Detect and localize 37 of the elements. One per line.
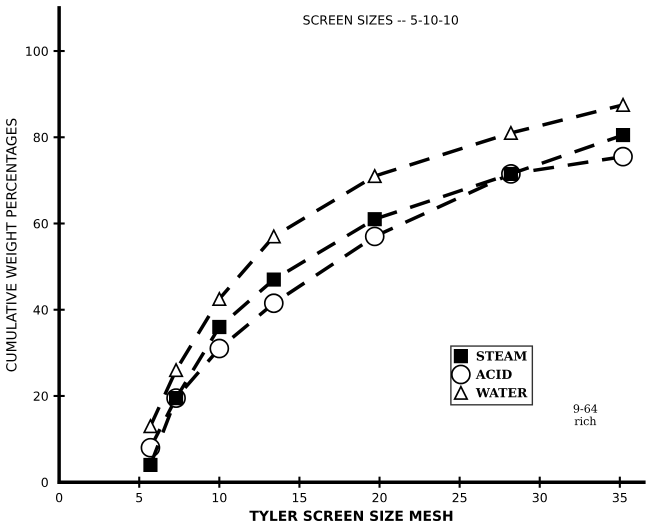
x-tick-label: 5 bbox=[136, 493, 142, 502]
x-tick-label: 15 bbox=[292, 493, 306, 502]
annotation: 9-64 rich bbox=[574, 404, 598, 426]
point bbox=[616, 128, 630, 142]
chart-title: SCREEN SIZES -- 5-10-10 bbox=[303, 15, 458, 25]
y-axis-title: CUMULATIVE WEIGHT PERCENTAGES bbox=[6, 118, 17, 372]
point bbox=[168, 363, 184, 378]
point bbox=[143, 458, 158, 472]
y-tick-label: 80 bbox=[34, 132, 48, 142]
y-tick-label: 0 bbox=[42, 478, 48, 488]
x-tick-label: 20 bbox=[372, 492, 387, 502]
legend-label: ACID bbox=[476, 370, 512, 380]
x-tick-label: 0 bbox=[56, 492, 62, 502]
point bbox=[504, 126, 518, 140]
point bbox=[364, 226, 385, 246]
legend-label: WATER bbox=[476, 388, 528, 398]
point bbox=[212, 320, 226, 334]
point bbox=[368, 212, 382, 226]
point bbox=[143, 419, 158, 434]
point bbox=[209, 338, 230, 358]
x-axis-title: TYLER SCREEN SIZE MESH bbox=[249, 510, 452, 522]
x-tick-label: 30 bbox=[532, 492, 547, 502]
x-tick-label: 35 bbox=[612, 492, 627, 502]
x-tick-label: 10 bbox=[212, 492, 226, 502]
point bbox=[266, 229, 281, 244]
point bbox=[264, 293, 284, 314]
point bbox=[613, 146, 633, 167]
y-tick-label: 100 bbox=[26, 46, 48, 56]
y-tick-label: 20 bbox=[34, 391, 48, 401]
legend-label: STEAM bbox=[476, 351, 527, 361]
y-tick-label: 40 bbox=[33, 305, 48, 315]
x-tick-label: 25 bbox=[452, 492, 466, 502]
point bbox=[616, 98, 630, 112]
point bbox=[266, 272, 281, 287]
point bbox=[212, 292, 226, 306]
point bbox=[368, 168, 382, 184]
y-tick-label: 60 bbox=[34, 218, 48, 228]
